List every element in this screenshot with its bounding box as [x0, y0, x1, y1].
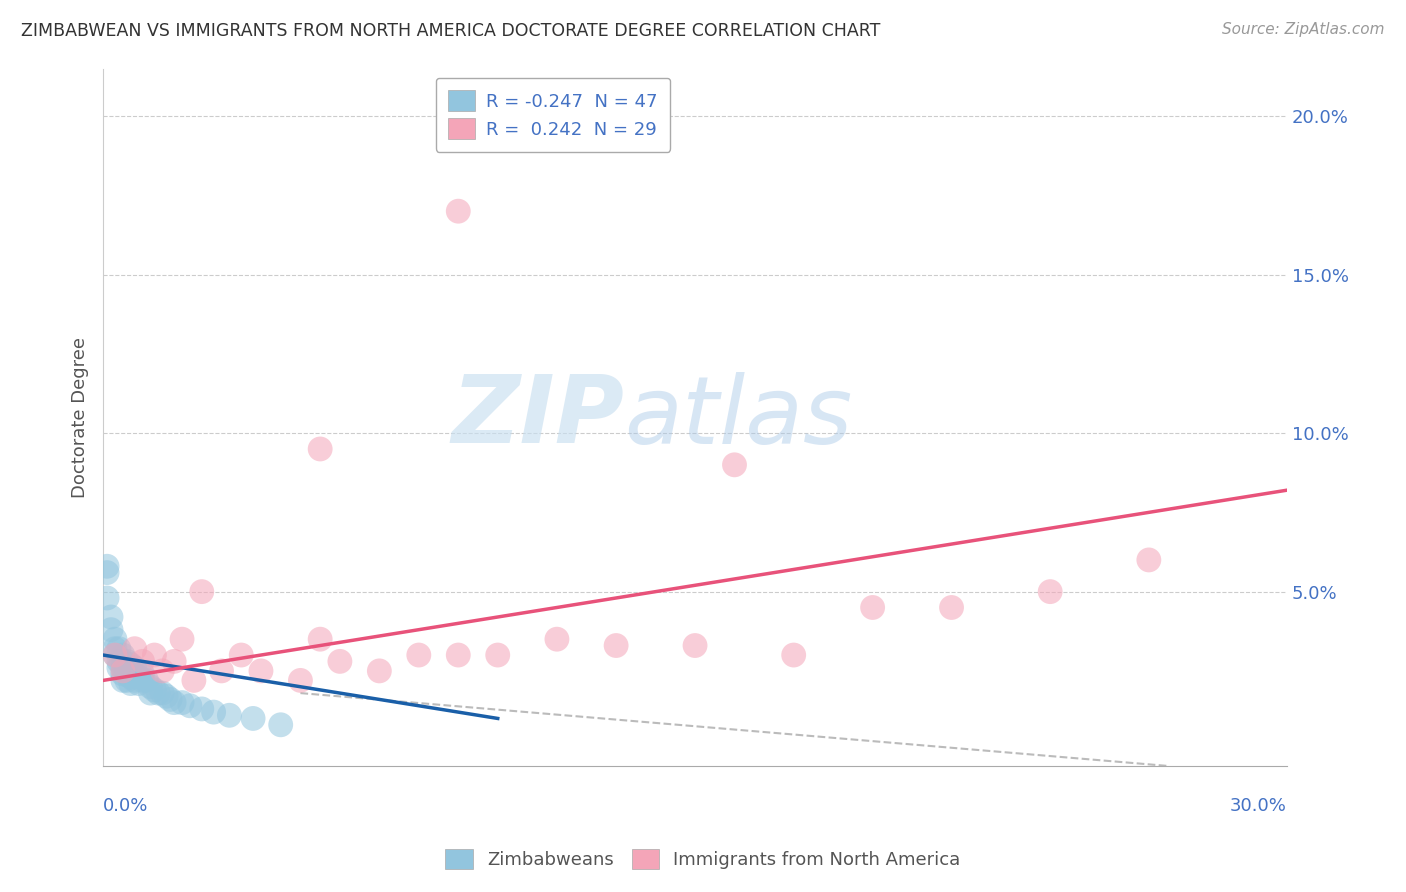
Point — [131, 667, 153, 681]
Point — [135, 673, 157, 688]
Point — [115, 661, 138, 675]
Point — [120, 664, 142, 678]
Point — [111, 654, 134, 668]
Point — [309, 442, 332, 456]
Legend: R = -0.247  N = 47, R =  0.242  N = 29: R = -0.247 N = 47, R = 0.242 N = 29 — [436, 78, 671, 152]
Point — [155, 690, 177, 704]
Point — [546, 632, 568, 647]
Point — [128, 664, 150, 678]
Point — [124, 641, 146, 656]
Point — [202, 705, 225, 719]
Point — [115, 667, 138, 681]
Point — [183, 673, 205, 688]
Point — [605, 639, 627, 653]
Point — [131, 654, 153, 668]
Point — [242, 711, 264, 725]
Point — [111, 667, 134, 681]
Point — [941, 600, 963, 615]
Point — [486, 648, 509, 662]
Point — [179, 698, 201, 713]
Point — [115, 654, 138, 668]
Point — [104, 648, 127, 662]
Point — [128, 676, 150, 690]
Point — [148, 686, 170, 700]
Point — [139, 680, 162, 694]
Point — [218, 708, 240, 723]
Point — [270, 718, 292, 732]
Point — [191, 702, 214, 716]
Point — [96, 591, 118, 605]
Point — [329, 654, 352, 668]
Point — [408, 648, 430, 662]
Text: ZIMBABWEAN VS IMMIGRANTS FROM NORTH AMERICA DOCTORATE DEGREE CORRELATION CHART: ZIMBABWEAN VS IMMIGRANTS FROM NORTH AMER… — [21, 22, 880, 40]
Text: atlas: atlas — [624, 372, 852, 463]
Point — [723, 458, 745, 472]
Point — [290, 673, 312, 688]
Point — [124, 667, 146, 681]
Point — [96, 566, 118, 580]
Point — [862, 600, 884, 615]
Point — [170, 632, 193, 647]
Point — [159, 692, 181, 706]
Point — [163, 654, 186, 668]
Point — [100, 623, 122, 637]
Point — [163, 696, 186, 710]
Text: Source: ZipAtlas.com: Source: ZipAtlas.com — [1222, 22, 1385, 37]
Point — [368, 664, 391, 678]
Point — [120, 670, 142, 684]
Text: 0.0%: 0.0% — [103, 797, 149, 814]
Point — [139, 686, 162, 700]
Point — [100, 610, 122, 624]
Point — [211, 664, 233, 678]
Point — [108, 661, 131, 675]
Y-axis label: Doctorate Degree: Doctorate Degree — [72, 337, 89, 498]
Point — [96, 559, 118, 574]
Point — [1137, 553, 1160, 567]
Point — [108, 641, 131, 656]
Point — [1039, 584, 1062, 599]
Point — [170, 696, 193, 710]
Point — [104, 648, 127, 662]
Point — [128, 670, 150, 684]
Point — [191, 584, 214, 599]
Point — [104, 641, 127, 656]
Point — [231, 648, 253, 662]
Point — [150, 664, 173, 678]
Legend: Zimbabweans, Immigrants from North America: Zimbabweans, Immigrants from North Ameri… — [436, 839, 970, 879]
Point — [124, 661, 146, 675]
Point — [143, 682, 166, 697]
Point — [131, 673, 153, 688]
Text: 30.0%: 30.0% — [1230, 797, 1286, 814]
Point — [124, 673, 146, 688]
Point — [104, 632, 127, 647]
Point — [150, 686, 173, 700]
Point — [111, 673, 134, 688]
Point — [143, 648, 166, 662]
Point — [115, 673, 138, 688]
Text: ZIP: ZIP — [451, 371, 624, 463]
Point — [783, 648, 806, 662]
Point — [120, 657, 142, 672]
Point — [309, 632, 332, 647]
Point — [447, 204, 470, 219]
Point — [683, 639, 706, 653]
Point — [108, 654, 131, 668]
Point — [250, 664, 273, 678]
Point — [111, 648, 134, 662]
Point — [111, 664, 134, 678]
Point — [111, 661, 134, 675]
Point — [120, 676, 142, 690]
Point — [447, 648, 470, 662]
